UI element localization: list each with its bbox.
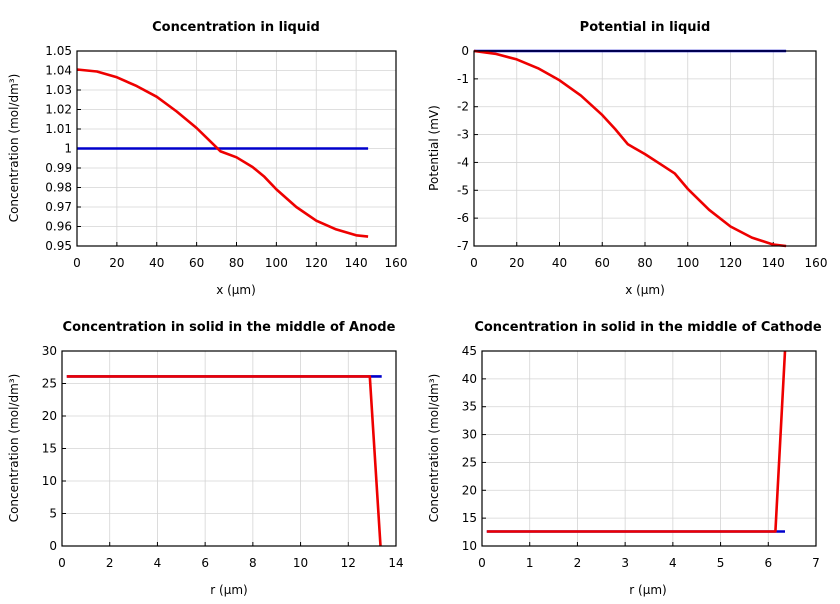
y-tick-label: 10 xyxy=(42,474,57,488)
x-tick-label: 20 xyxy=(109,256,124,270)
chart-concentration-in-liquid: Concentration in liquid x (µm) Concentra… xyxy=(7,20,407,297)
x-tick-label: 100 xyxy=(265,256,288,270)
y-tick-label: 1 xyxy=(64,142,72,156)
x-tick-label: 0 xyxy=(478,556,486,570)
y-axis-label: Concentration (mol/dm³) xyxy=(7,374,21,523)
x-tick-label: 60 xyxy=(595,256,610,270)
x-tick-label: 160 xyxy=(805,256,828,270)
x-tick-label: 3 xyxy=(621,556,629,570)
plot-area: 0 20 40 60 80 100 120 140 160 0.95 0.96 0.97 0.98 0.9… xyxy=(45,44,407,270)
y-tick-label: 5 xyxy=(49,507,57,521)
plot-frame xyxy=(76,50,397,247)
y-tick-label: 0 xyxy=(49,539,57,553)
series-line-1 xyxy=(66,375,382,547)
x-tick-label: 140 xyxy=(345,256,368,270)
y-tick-label: 25 xyxy=(462,455,477,469)
chart-title: Concentration in solid in the middle of … xyxy=(63,320,396,335)
x-tick-label: 160 xyxy=(385,256,408,270)
x-tick-label: 4 xyxy=(154,556,162,570)
y-tick-label: -6 xyxy=(457,211,469,225)
x-tick-label: 5 xyxy=(717,556,725,570)
y-tick-label: 0.98 xyxy=(45,181,72,195)
y-tick-label: -1 xyxy=(457,72,469,86)
y-tick-label: 30 xyxy=(462,428,477,442)
y-tick-label: 20 xyxy=(42,409,57,423)
y-tick-label: 25 xyxy=(42,377,57,391)
x-tick-label: 14 xyxy=(388,556,403,570)
y-tick-label: 40 xyxy=(462,372,477,386)
y-tick-label: 15 xyxy=(42,442,57,456)
y-tick-label: 1.04 xyxy=(45,64,72,78)
y-tick-label: 35 xyxy=(462,400,477,414)
chart-title: Potential in liquid xyxy=(580,20,711,35)
plot-background xyxy=(482,351,816,546)
x-tick-label: 120 xyxy=(719,256,742,270)
series-line-1 xyxy=(486,350,787,533)
y-tick-label: 0.96 xyxy=(45,220,72,234)
x-tick-label: 4 xyxy=(669,556,677,570)
chart-concentration-solid-anode: Concentration in solid in the middle of … xyxy=(7,320,404,597)
x-tick-label: 100 xyxy=(676,256,699,270)
y-tick-label: 0.97 xyxy=(45,200,72,214)
y-tick-label: 1.01 xyxy=(45,122,72,136)
x-tick-label: 60 xyxy=(189,256,204,270)
plot-frame xyxy=(481,350,817,547)
x-tick-label: 6 xyxy=(201,556,209,570)
x-tick-label: 80 xyxy=(637,256,652,270)
x-tick-label: 1 xyxy=(526,556,534,570)
y-tick-label: 0 xyxy=(461,44,469,58)
series-line-1 xyxy=(473,49,787,248)
y-tick-label: 1.05 xyxy=(45,44,72,58)
y-tick-label: 1.02 xyxy=(45,103,72,117)
x-tick-label: 0 xyxy=(58,556,66,570)
x-axis-label: r (µm) xyxy=(629,583,666,597)
y-tick-label: -7 xyxy=(457,239,469,253)
plot-area: 0 2 4 6 8 10 12 14 0 5 10 15 20 25 30 xyxy=(42,344,404,570)
y-axis-label: Concentration (mol/dm³) xyxy=(7,74,21,223)
x-tick-label: 0 xyxy=(73,256,81,270)
y-tick-label: -5 xyxy=(457,183,469,197)
plot-area: 0 20 40 60 80 100 120 140 160 -7 -6 -5 -4 -3 -2 -1 0 xyxy=(457,44,827,270)
chart-title: Concentration in solid in the middle of … xyxy=(474,320,822,335)
x-tick-label: 6 xyxy=(764,556,772,570)
x-axis-label: x (µm) xyxy=(216,283,256,297)
chart-potential-in-liquid: Potential in liquid x (µm) Potential (mV… xyxy=(427,20,827,297)
y-tick-label: 0.99 xyxy=(45,161,72,175)
x-tick-label: 140 xyxy=(762,256,785,270)
x-tick-label: 2 xyxy=(106,556,114,570)
x-axis-label: x (µm) xyxy=(625,283,665,297)
x-axis-label: r (µm) xyxy=(210,583,247,597)
x-tick-label: 80 xyxy=(229,256,244,270)
y-tick-label: -3 xyxy=(457,128,469,142)
y-tick-label: 20 xyxy=(462,483,477,497)
plot-frame xyxy=(473,50,817,247)
y-tick-label: 15 xyxy=(462,511,477,525)
x-tick-label: 20 xyxy=(509,256,524,270)
y-axis-label: Concentration (mol/dm³) xyxy=(427,374,441,523)
y-tick-label: -2 xyxy=(457,100,469,114)
y-tick-label: 1.03 xyxy=(45,83,72,97)
x-tick-label: 12 xyxy=(341,556,356,570)
x-tick-label: 10 xyxy=(293,556,308,570)
y-tick-label: 10 xyxy=(462,539,477,553)
x-tick-label: 40 xyxy=(149,256,164,270)
x-tick-label: 8 xyxy=(249,556,257,570)
x-tick-label: 120 xyxy=(305,256,328,270)
chart-concentration-solid-cathode: Concentration in solid in the middle of … xyxy=(427,320,822,597)
y-tick-label: 45 xyxy=(462,344,477,358)
plot-frame xyxy=(61,350,397,547)
x-tick-label: 7 xyxy=(812,556,820,570)
y-axis-label: Potential (mV) xyxy=(427,105,441,191)
y-tick-label: -4 xyxy=(457,155,469,169)
x-tick-label: 0 xyxy=(470,256,478,270)
series-line-1 xyxy=(76,68,369,238)
chart-title: Concentration in liquid xyxy=(152,20,320,35)
y-tick-label: 0.95 xyxy=(45,239,72,253)
y-tick-label: 30 xyxy=(42,344,57,358)
x-tick-label: 40 xyxy=(552,256,567,270)
x-tick-label: 2 xyxy=(574,556,582,570)
